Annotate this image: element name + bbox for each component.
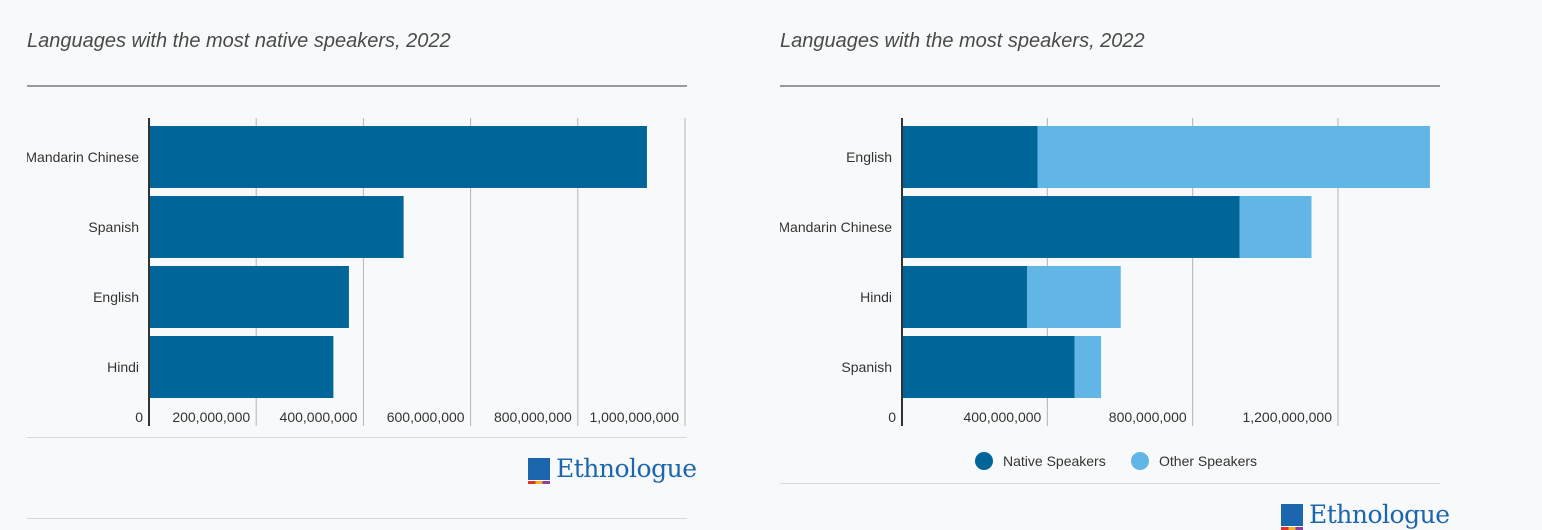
chart-footer-divider [27, 437, 687, 438]
chart-title: Languages with the most speakers, 2022 [780, 30, 1145, 52]
bar-other-speakers [1026, 266, 1121, 328]
category-label: English [846, 149, 892, 165]
ethnologue-logo[interactable]: Ethnologue [528, 453, 697, 484]
bar-native-speakers [902, 126, 1038, 188]
category-label: Spanish [88, 219, 139, 235]
bar-native-speakers [902, 266, 1027, 328]
legend-label: Other Speakers [1159, 453, 1257, 469]
bar-native-speakers [902, 336, 1075, 398]
all-speakers-chart-panel: Languages with the most speakers, 2022 E… [780, 0, 1450, 530]
category-label: Mandarin Chinese [780, 219, 892, 235]
bar-other-speakers [1037, 126, 1430, 188]
chart-footer-divider [780, 483, 1440, 484]
legend-other-marker [1131, 452, 1149, 470]
native-speakers-bar-chart: Mandarin Chinese Spanish English Hindi 0 200,… [27, 118, 686, 426]
all-speakers-stacked-bar-chart: English Mandarin Chinese Hindi Spanish 0 400,… [780, 118, 1430, 470]
x-tick-label: 800,000,000 [494, 409, 572, 425]
legend-label: Native Speakers [1003, 453, 1106, 469]
x-tick-label: 600,000,000 [387, 409, 465, 425]
category-label: Mandarin Chinese [27, 149, 139, 165]
x-tick-label: 0 [135, 409, 143, 425]
x-tick-label: 400,000,000 [280, 409, 358, 425]
bar-other-speakers [1074, 336, 1102, 398]
chart-title: Languages with the most native speakers,… [27, 30, 451, 52]
bar-native-speakers [902, 196, 1240, 258]
category-label: Hindi [107, 359, 139, 375]
section-bottom-divider [27, 518, 687, 519]
legend-native-marker [975, 452, 993, 470]
bar-other-speakers [1239, 196, 1312, 258]
ethnologue-logo-icon [528, 458, 550, 484]
x-tick-label: 800,000,000 [1109, 409, 1187, 425]
ethnologue-logo[interactable]: Ethnologue [1281, 499, 1450, 530]
x-tick-label: 1,000,000,000 [589, 409, 679, 425]
x-tick-label: 200,000,000 [172, 409, 250, 425]
native-speakers-chart-panel: Languages with the most native speakers,… [27, 0, 697, 530]
category-label: Hindi [860, 289, 892, 305]
bar-native-speakers [149, 266, 349, 328]
title-divider [780, 85, 1440, 87]
x-tick-label: 1,200,000,000 [1242, 409, 1332, 425]
bar-native-speakers [149, 336, 334, 398]
ethnologue-logo-icon [1281, 504, 1303, 530]
ethnologue-logo-text: Ethnologue [1309, 499, 1450, 529]
x-tick-label: 0 [888, 409, 896, 425]
bar-native-speakers [149, 196, 404, 258]
category-label: Spanish [841, 359, 892, 375]
bar-native-speakers [149, 126, 647, 188]
category-label: English [93, 289, 139, 305]
x-tick-label: 400,000,000 [963, 409, 1041, 425]
ethnologue-logo-text: Ethnologue [556, 453, 697, 483]
title-divider [27, 85, 687, 87]
